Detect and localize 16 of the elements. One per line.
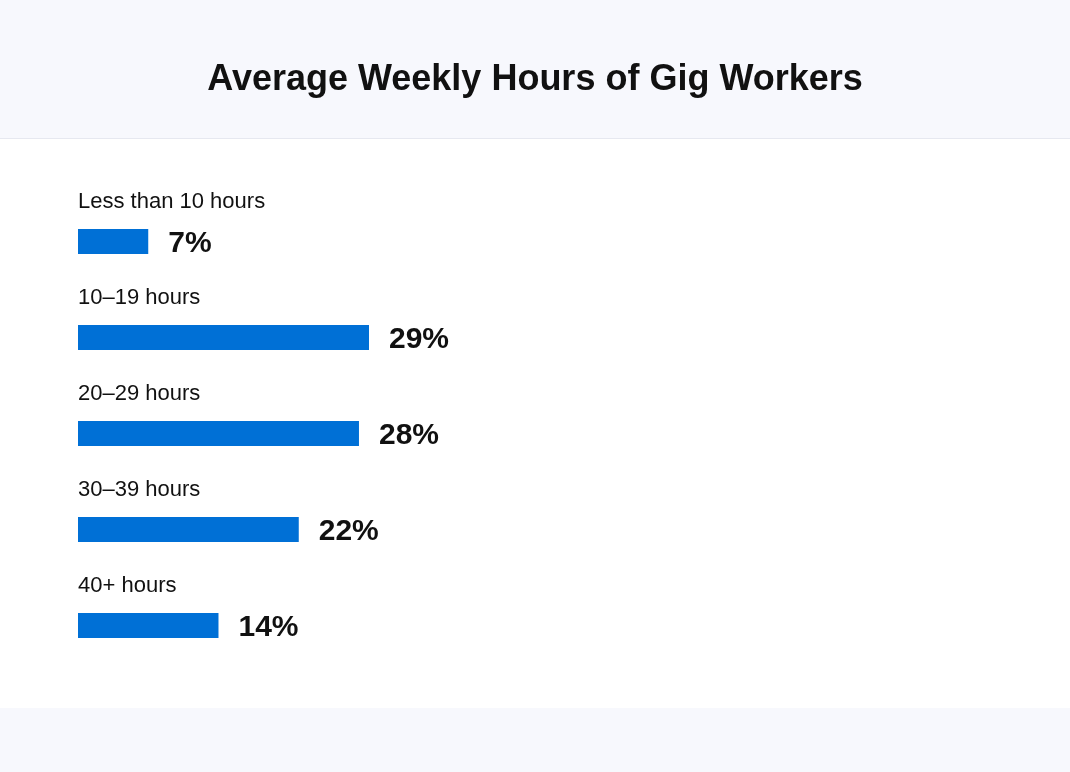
bar	[78, 613, 219, 638]
data-label: 29%	[389, 321, 450, 354]
bar	[78, 421, 359, 446]
data-label: 14%	[238, 609, 299, 642]
y-tick-label: 30–39 hours	[78, 476, 201, 501]
data-label: 22%	[318, 513, 379, 546]
bar	[78, 517, 299, 542]
text: Average Weekly Hours of Gig Workers	[207, 57, 863, 98]
data-label: 7%	[168, 225, 212, 258]
bar	[78, 229, 149, 254]
y-tick-label: 20–29 hours	[78, 380, 201, 405]
bar	[78, 325, 369, 350]
y-tick-label: 10–19 hours	[78, 284, 201, 309]
y-tick-label: 40+ hours	[78, 572, 177, 597]
y-tick-label: Less than 10 hours	[78, 188, 266, 213]
data-label: 28%	[378, 417, 440, 450]
